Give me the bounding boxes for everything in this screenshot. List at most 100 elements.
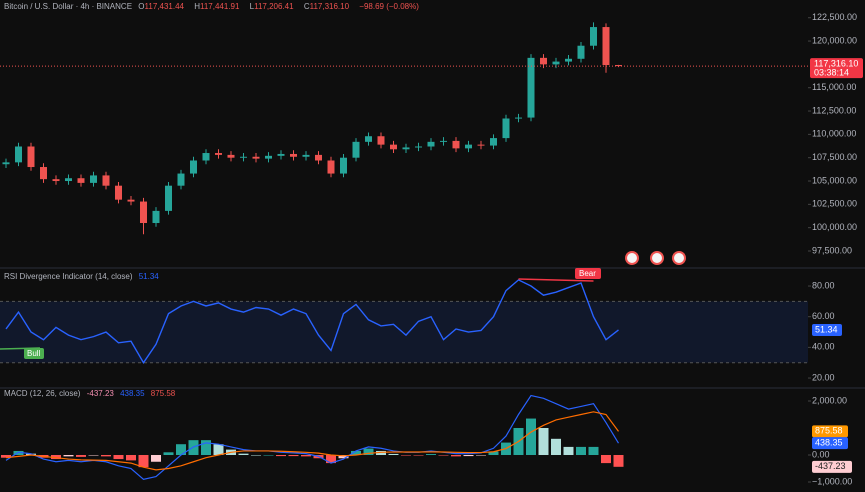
ohlc-h: H117,441.91 — [194, 2, 243, 11]
histogram-bar — [613, 455, 624, 467]
histogram-bar — [163, 452, 174, 456]
histogram-bar — [538, 428, 549, 456]
histogram-bar — [551, 438, 561, 456]
y-tick-label: 2,000.00 — [812, 395, 847, 405]
y-tick-label: 40.00 — [812, 342, 835, 352]
candle-body — [15, 146, 22, 163]
candle-body — [577, 45, 585, 59]
histogram-bar — [363, 448, 374, 456]
histogram-bar — [26, 453, 36, 456]
value: 117,316.10 — [309, 2, 350, 11]
y-tick-label: 102,500.00 — [812, 199, 857, 209]
bull-label: Bull — [27, 349, 41, 358]
macd-line — [5, 411, 619, 471]
rsi-line — [5, 279, 619, 365]
candle-body — [140, 201, 147, 224]
rsi-header: RSI Divergence Indicator (14, close) 51.… — [4, 272, 163, 281]
candle-body — [465, 144, 472, 149]
histogram-bar — [338, 455, 349, 459]
candle-body — [190, 160, 197, 174]
histogram-bar — [138, 455, 149, 468]
candle-body — [290, 153, 297, 157]
bear-bg — [575, 268, 601, 279]
candle-body — [102, 175, 110, 186]
candle-body — [615, 65, 622, 67]
y-tick-label: 20.00 — [812, 372, 835, 382]
histogram-bar — [213, 444, 224, 456]
bear-line — [518, 278, 594, 282]
histogram-bar — [476, 455, 486, 456]
histogram-bar — [151, 455, 161, 462]
candle-body — [515, 117, 522, 119]
histogram-bar — [288, 455, 299, 457]
y-tick-label: 60.00 — [812, 311, 835, 321]
macd-header: MACD (12, 26, close) -437.23 438.35 875.… — [4, 389, 179, 398]
ohlc-l: L117,206.41 — [250, 2, 298, 11]
candle-body — [590, 27, 597, 46]
key: L — [249, 2, 255, 11]
histogram-bar — [88, 455, 99, 456]
bull-bg — [24, 348, 44, 359]
y-tick-label: 112,500.00 — [812, 105, 856, 115]
candle-body — [177, 173, 185, 186]
y-tick-label: 0.00 — [812, 449, 830, 459]
histogram-bar — [451, 455, 461, 457]
value: 117,431.44 — [144, 2, 184, 11]
y-tick-label: 80.00 — [812, 280, 835, 290]
histogram-bar — [438, 455, 449, 456]
candle-body — [302, 154, 310, 157]
candle-body — [265, 155, 272, 159]
candle-body — [277, 153, 285, 156]
candle-body — [527, 57, 535, 118]
histogram-bar — [426, 454, 436, 456]
key: C — [303, 2, 310, 11]
candle-body — [252, 156, 260, 159]
candle-body — [240, 156, 247, 158]
histogram-bar — [576, 446, 586, 456]
candle-body — [602, 27, 610, 66]
candle-body — [427, 141, 435, 147]
y-tick-label: 122,500.00 — [812, 12, 857, 22]
key: O — [138, 2, 145, 11]
candle-body — [452, 140, 460, 149]
macd-line — [5, 394, 620, 480]
macd-title: MACD (12, 26, close) — [4, 389, 81, 398]
signal-value-label-bg — [812, 425, 848, 438]
candle-body — [565, 58, 572, 62]
histogram-bar — [113, 455, 124, 460]
value: 117,206.41 — [254, 2, 294, 11]
histogram-bar — [301, 455, 311, 457]
countdown: 03:38:14 — [814, 67, 849, 77]
histogram-bar — [388, 453, 399, 456]
candle-body — [390, 144, 397, 150]
histogram-bar — [251, 455, 261, 456]
rsi-value-label-bg — [812, 323, 842, 336]
macd-value-label-bg — [812, 437, 848, 450]
event-icons — [625, 251, 686, 265]
histogram-bar — [488, 451, 499, 456]
histogram-bar — [51, 455, 61, 460]
histogram-bar — [76, 455, 86, 457]
histogram-bar — [63, 455, 74, 457]
histogram-bar — [401, 455, 411, 456]
histogram-bar — [126, 455, 136, 461]
y-tick-label: 97,500.00 — [812, 245, 852, 255]
histogram-bar — [238, 453, 249, 456]
candle-body — [165, 185, 172, 211]
hist-value-label-bg — [812, 460, 852, 473]
candle-body — [352, 141, 360, 158]
histogram-bar — [526, 418, 536, 456]
candle-body — [152, 210, 160, 224]
symbol: Bitcoin / U.S. Dollar · 4h · BINANCE — [4, 2, 133, 11]
y-tick-label: 105,000.00 — [812, 175, 857, 185]
histogram-bar — [1, 455, 11, 458]
y-tick-label: 115,000.00 — [812, 82, 856, 92]
price-label: 117,316.10 — [814, 58, 858, 68]
histogram-bar — [463, 455, 474, 457]
histogram-bar — [351, 450, 361, 456]
candle-body — [65, 178, 72, 182]
histogram-bar — [263, 455, 274, 456]
y-tick-label: −1,000.00 — [812, 476, 852, 486]
y-tick-label: 120,000.00 — [812, 35, 857, 45]
